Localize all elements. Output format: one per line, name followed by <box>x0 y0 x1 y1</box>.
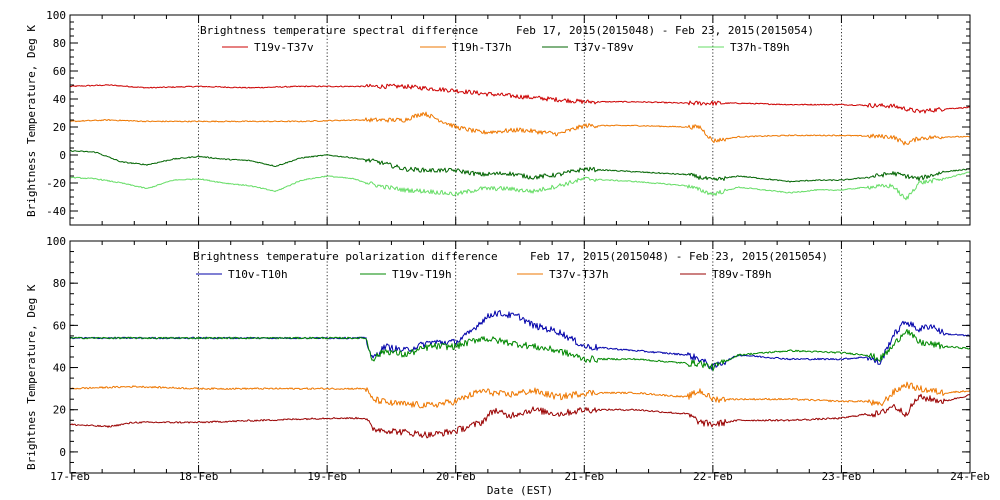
x-tick-label: 23-Feb <box>822 470 862 483</box>
bottom-plot-frame <box>69 240 971 474</box>
top-y-tick-label: 100 <box>46 9 66 22</box>
bottom-y-tick-label: 20 <box>53 404 66 417</box>
top-chart-title: Brightness temperature spectral differen… <box>200 24 478 37</box>
top-y-tick-label: 80 <box>53 37 66 50</box>
x-axis-label: Date (EST) <box>487 484 553 497</box>
bottom-y-tick-label: 80 <box>53 277 66 290</box>
legend-label: T19h-T37h <box>452 41 512 54</box>
x-tick-label: 22-Feb <box>693 470 733 483</box>
series-line-t19h-t37h <box>69 111 971 146</box>
legend-label: T19v-T37v <box>254 41 314 54</box>
bottom-y-tick-label: 0 <box>59 446 66 459</box>
series-line-t19v-t37v <box>69 83 971 114</box>
legend-label: T37v-T37h <box>549 268 609 281</box>
legend-label: T37v-T89v <box>574 41 634 54</box>
x-tick-label: 20-Feb <box>436 470 476 483</box>
top-plot-frame <box>69 14 971 226</box>
x-tick-label: 24-Feb <box>950 470 990 483</box>
bottom-y-axis-label: Brightnes Temperature, Deg K <box>25 284 38 470</box>
series-line-t89v-t89h <box>69 393 971 439</box>
top-y-tick-label: -20 <box>46 177 66 190</box>
legend-label: T37h-T89h <box>730 41 790 54</box>
legend-label: T19v-T19h <box>392 268 452 281</box>
bottom-chart-date-range: Feb 17, 2015(2015048) - Feb 23, 2015(201… <box>530 250 828 263</box>
spectral-difference-panel: -40 -20 0 20 40 60 80 100 Brightness temperatur… <box>25 9 971 226</box>
top-chart-date-range: Feb 17, 2015(2015048) - Feb 23, 2015(201… <box>516 24 814 37</box>
polarization-difference-panel: 0 20 40 60 80 100 Brightness temperature pola… <box>25 235 971 474</box>
bottom-chart-title: Brightness temperature polarization diff… <box>193 250 498 263</box>
bottom-y-tick-label: 100 <box>46 235 66 248</box>
top-y-tick-label: 60 <box>53 65 66 78</box>
x-tick-label: 18-Feb <box>179 470 219 483</box>
series-line-t19v-t19h <box>70 328 971 372</box>
series-line-t37h-t89h <box>69 171 970 201</box>
x-tick-label: 17-Feb <box>50 470 90 483</box>
x-tick-label: 19-Feb <box>307 470 347 483</box>
legend-label: T89v-T89h <box>712 268 772 281</box>
bottom-y-tick-label: 60 <box>53 319 66 332</box>
top-y-tick-label: 20 <box>53 121 66 134</box>
legend-label: T10v-T10h <box>228 268 288 281</box>
top-y-axis-label: Brightness Temperature, Deg K <box>25 25 38 217</box>
series-line-t37v-t37h <box>69 381 971 409</box>
series-line-t37v-t89v <box>69 149 971 183</box>
series-line-t10v-t10h <box>69 310 971 371</box>
top-y-tick-label: 0 <box>59 149 66 162</box>
bottom-y-tick-label: 40 <box>53 362 66 375</box>
x-tick-label: 21-Feb <box>564 470 604 483</box>
top-y-tick-label: -40 <box>46 205 66 218</box>
top-y-tick-label: 40 <box>53 93 66 106</box>
